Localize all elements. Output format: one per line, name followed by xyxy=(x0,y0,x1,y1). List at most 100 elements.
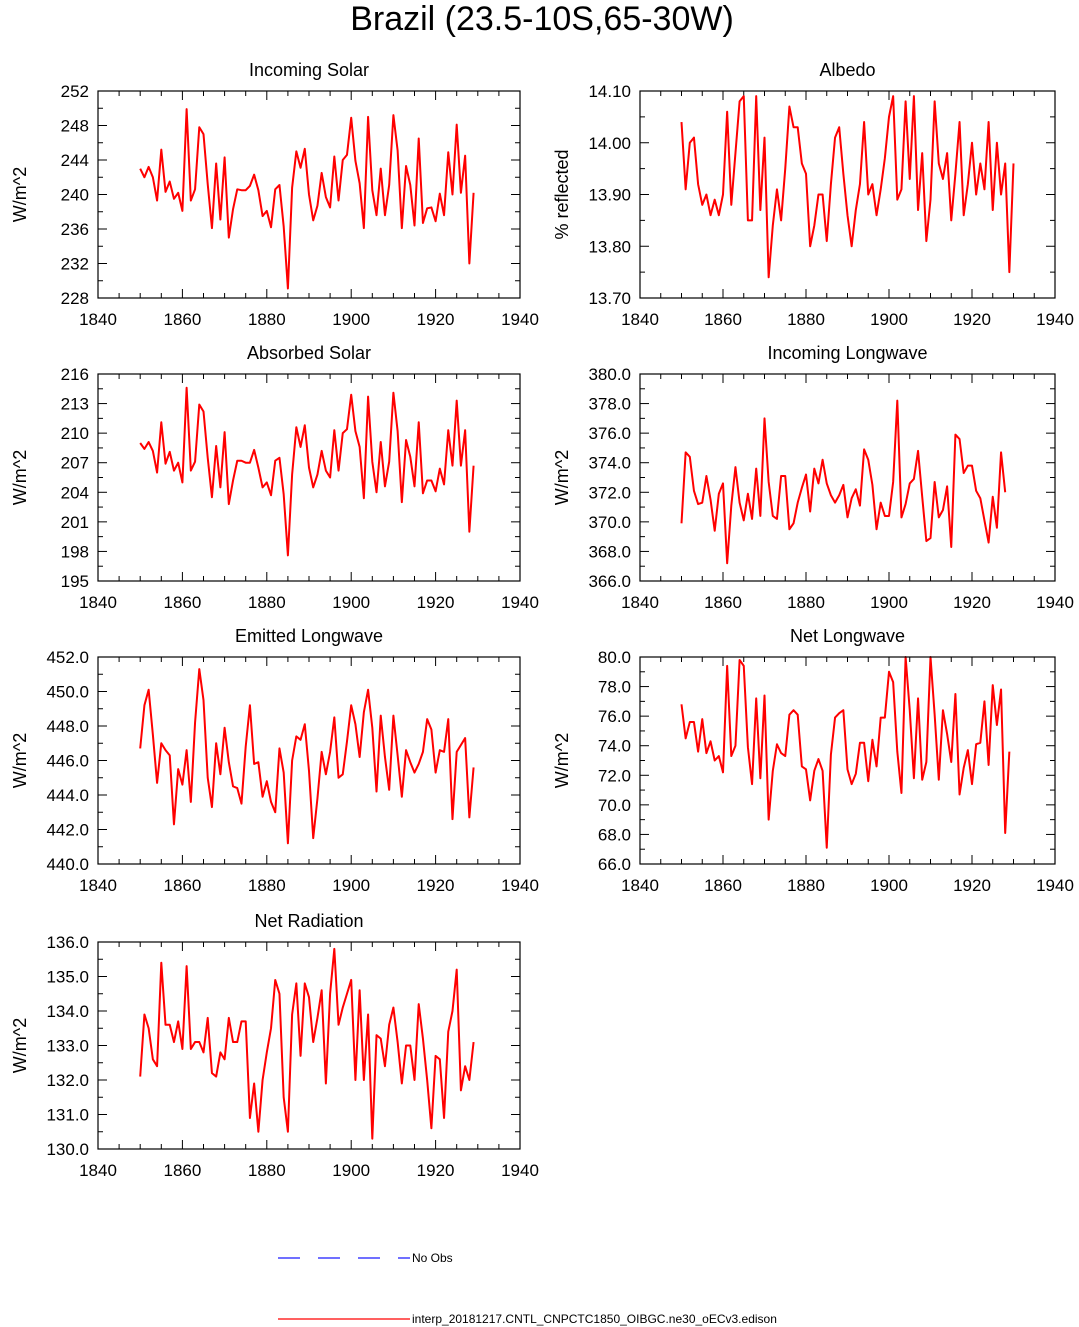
x-tick-label: 1940 xyxy=(501,593,539,612)
y-tick-label: 374.0 xyxy=(588,454,631,473)
series-line xyxy=(680,656,1011,849)
x-tick-label: 1920 xyxy=(417,310,455,329)
plot-frame xyxy=(97,90,521,299)
y-tick-label: 442.0 xyxy=(46,821,89,840)
x-tick-label: 1840 xyxy=(79,310,117,329)
x-tick-label: 1880 xyxy=(248,310,286,329)
x-tick-label: 1900 xyxy=(332,1161,370,1180)
x-tick-label: 1920 xyxy=(417,876,455,895)
x-tick-label: 1920 xyxy=(953,593,991,612)
y-tick-label: 236 xyxy=(61,220,89,239)
y-tick-label: 201 xyxy=(61,513,89,532)
panel-7: Net Radiation W/m^2 1840 1860 1880 1900 1920 19… xyxy=(10,911,539,1180)
y-tick-label: 72.0 xyxy=(598,766,631,785)
y-tick-label: 368.0 xyxy=(588,542,631,561)
x-tick-label: 1920 xyxy=(953,876,991,895)
x-tick-label: 1860 xyxy=(704,876,742,895)
y-tick-label: 133.0 xyxy=(46,1037,89,1056)
panel-5: Emitted Longwave W/m^2 1840 1860 1880 1900 192… xyxy=(10,626,539,895)
y-tick-label: 376.0 xyxy=(588,424,631,443)
y-tick-label: 70.0 xyxy=(598,796,631,815)
y-tick-label: 132.0 xyxy=(46,1071,89,1090)
y-tick-label: 244 xyxy=(61,151,89,170)
y-tick-label: 444.0 xyxy=(46,786,89,805)
panel-title: Emitted Longwave xyxy=(235,626,383,646)
y-tick-label: 378.0 xyxy=(588,395,631,414)
panel-title: Net Longwave xyxy=(790,626,905,646)
legend: No Obs interp_20181217.CNTL_CNPCTC1850_O… xyxy=(278,1251,777,1326)
series-line xyxy=(139,668,475,845)
panel-3: Absorbed Solar W/m^2 1840 1860 1880 1900 1920 1… xyxy=(10,343,539,612)
y-tick-label: 80.0 xyxy=(598,648,631,667)
y-axis-label: W/m^2 xyxy=(10,450,30,505)
x-tick-label: 1920 xyxy=(953,310,991,329)
x-tick-label: 1880 xyxy=(248,593,286,612)
x-tick-label: 1860 xyxy=(163,1161,201,1180)
legend-model-label: interp_20181217.CNTL_CNPCTC1850_OIBGC.ne… xyxy=(412,1312,777,1326)
x-tick-label: 1860 xyxy=(704,310,742,329)
x-tick-label: 1880 xyxy=(787,310,825,329)
plot-frame xyxy=(639,373,1056,582)
x-tick-label: 1900 xyxy=(870,876,908,895)
x-tick-label: 1860 xyxy=(163,876,201,895)
y-tick-label: 14.00 xyxy=(588,134,631,153)
x-tick-label: 1860 xyxy=(163,310,201,329)
y-tick-label: 248 xyxy=(61,117,89,136)
series-line xyxy=(139,947,475,1140)
plot-frame xyxy=(639,90,1056,299)
x-tick-label: 1840 xyxy=(79,1161,117,1180)
x-tick-label: 1940 xyxy=(501,310,539,329)
x-tick-label: 1840 xyxy=(621,876,659,895)
y-tick-label: 204 xyxy=(61,483,89,502)
legend-no-obs-label: No Obs xyxy=(412,1251,453,1265)
x-tick-label: 1840 xyxy=(79,876,117,895)
y-axis-label: W/m^2 xyxy=(10,1018,30,1073)
y-tick-label: 13.80 xyxy=(588,237,631,256)
y-tick-label: 207 xyxy=(61,454,89,473)
x-tick-label: 1940 xyxy=(1036,593,1074,612)
y-tick-label: 130.0 xyxy=(46,1140,89,1159)
y-tick-label: 68.0 xyxy=(598,825,631,844)
y-tick-label: 134.0 xyxy=(46,1002,89,1021)
series-line xyxy=(139,108,475,290)
x-tick-label: 1900 xyxy=(870,310,908,329)
panel-title: Incoming Solar xyxy=(249,60,369,80)
x-tick-label: 1880 xyxy=(248,1161,286,1180)
panel-2: Albedo % reflected 1840 1860 1880 1900 1920 194… xyxy=(552,60,1074,329)
y-axis-label: W/m^2 xyxy=(552,733,572,788)
panels: Incoming Solar W/m^2 1840 1860 1880 1900 1920 1… xyxy=(10,60,1074,1180)
y-tick-label: 13.90 xyxy=(588,186,631,205)
y-tick-label: 366.0 xyxy=(588,572,631,591)
x-tick-label: 1920 xyxy=(417,593,455,612)
series-line xyxy=(139,386,475,557)
x-tick-label: 1840 xyxy=(79,593,117,612)
y-tick-label: 13.70 xyxy=(588,289,631,308)
y-axis-label: % reflected xyxy=(552,149,572,239)
y-tick-label: 131.0 xyxy=(46,1106,89,1125)
panel-title: Albedo xyxy=(819,60,875,80)
x-tick-label: 1860 xyxy=(704,593,742,612)
y-tick-label: 136.0 xyxy=(46,933,89,952)
y-tick-label: 198 xyxy=(61,542,89,561)
panel-title: Net Radiation xyxy=(254,911,363,931)
y-tick-label: 450.0 xyxy=(46,683,89,702)
y-tick-label: 240 xyxy=(61,186,89,205)
figure-title: Brazil (23.5-10S,65-30W) xyxy=(350,0,734,38)
y-tick-label: 213 xyxy=(61,395,89,414)
y-tick-label: 252 xyxy=(61,82,89,101)
plot-frame xyxy=(97,373,521,582)
panel-4: Incoming Longwave W/m^2 1840 1860 1880 1900 19… xyxy=(552,343,1074,612)
x-tick-label: 1940 xyxy=(501,1161,539,1180)
y-tick-label: 446.0 xyxy=(46,752,89,771)
x-tick-label: 1900 xyxy=(870,593,908,612)
y-tick-label: 195 xyxy=(61,572,89,591)
x-tick-label: 1940 xyxy=(1036,310,1074,329)
x-tick-label: 1880 xyxy=(787,876,825,895)
x-tick-label: 1940 xyxy=(1036,876,1074,895)
x-tick-label: 1900 xyxy=(332,876,370,895)
series-line xyxy=(680,95,1015,279)
y-tick-label: 210 xyxy=(61,424,89,443)
y-tick-label: 380.0 xyxy=(588,365,631,384)
panel-1: Incoming Solar W/m^2 1840 1860 1880 1900 1920 1… xyxy=(10,60,539,329)
